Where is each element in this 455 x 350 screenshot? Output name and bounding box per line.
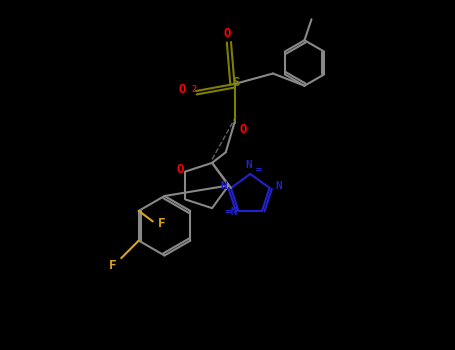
Text: 2: 2 [192,85,197,94]
Text: O: O [178,83,186,96]
Text: N: N [275,181,282,191]
Text: O: O [239,123,247,136]
Text: S: S [233,76,240,89]
Text: =N: =N [225,208,238,217]
Text: O: O [177,163,184,176]
Text: F: F [109,259,116,272]
Text: =: = [256,165,262,175]
Text: N: N [221,181,228,191]
Text: O: O [224,27,231,40]
Text: N: N [245,160,252,170]
Text: F: F [158,217,165,230]
